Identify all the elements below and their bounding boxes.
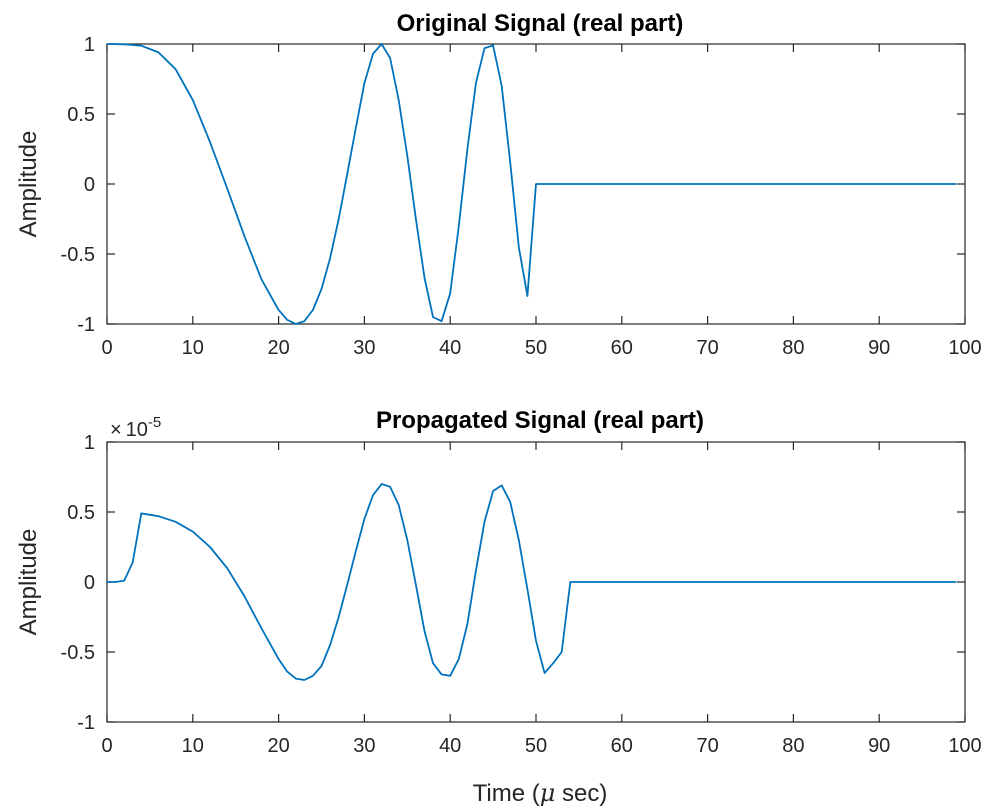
y-tick-label: -0.5 (61, 244, 95, 266)
x-tick-label: 0 (101, 337, 112, 359)
x-tick-label: 30 (353, 337, 375, 359)
x-tick-label: 90 (868, 337, 890, 359)
x-tick-label: 0 (101, 735, 112, 757)
chart-title: Original Signal (real part) (397, 10, 684, 37)
x-axis-label: Time (μ sec) (473, 779, 608, 807)
x-tick-label: 100 (948, 337, 981, 359)
y-ticks: -1 -0.5 0 0.5 1 (61, 432, 965, 734)
x-tick-label: 50 (525, 735, 547, 757)
x-tick-label: 70 (696, 735, 718, 757)
x-tick-label: 60 (611, 735, 633, 757)
x-tick-label: 10 (182, 735, 204, 757)
x-ticks: 0 10 20 30 40 50 60 70 80 90 100 (101, 44, 982, 359)
y-axis-label: Amplitude (15, 131, 42, 238)
y-exponent-label: × 10-5 (110, 414, 161, 441)
series-line (106, 43, 957, 325)
x-tick-label: 40 (439, 735, 461, 757)
y-tick-label: -0.5 (61, 642, 95, 664)
series-line (107, 483, 957, 681)
y-tick-label: 1 (84, 34, 95, 56)
y-tick-label: 0 (84, 572, 95, 594)
x-tick-label: 10 (182, 337, 204, 359)
x-tick-label: 80 (782, 735, 804, 757)
x-tick-label: 20 (267, 735, 289, 757)
y-tick-label: -1 (77, 314, 95, 336)
x-tick-label: 90 (868, 735, 890, 757)
y-tick-label: 0 (84, 174, 95, 196)
y-tick-label: 0.5 (67, 104, 95, 126)
x-tick-label: 20 (267, 337, 289, 359)
x-tick-label: 70 (696, 337, 718, 359)
x-tick-label: 30 (353, 735, 375, 757)
y-tick-label: -1 (77, 712, 95, 734)
x-tick-label: 50 (525, 337, 547, 359)
x-tick-label: 60 (611, 337, 633, 359)
x-ticks: 0 10 20 30 40 50 60 70 80 90 100 (101, 442, 982, 757)
subplot-original-signal: Original Signal (real part) Amplitude 0 1… (15, 10, 982, 359)
subplot-propagated-signal: Propagated Signal (real part) × 10-5 Amp… (15, 407, 982, 807)
x-tick-label: 100 (948, 735, 981, 757)
chart-title: Propagated Signal (real part) (376, 407, 704, 434)
x-tick-label: 80 (782, 337, 804, 359)
x-tick-label: 40 (439, 337, 461, 359)
y-tick-label: 1 (84, 432, 95, 454)
y-ticks: -1 -0.5 0 0.5 1 (61, 34, 965, 336)
y-axis-label: Amplitude (15, 529, 42, 636)
y-tick-label: 0.5 (67, 502, 95, 524)
